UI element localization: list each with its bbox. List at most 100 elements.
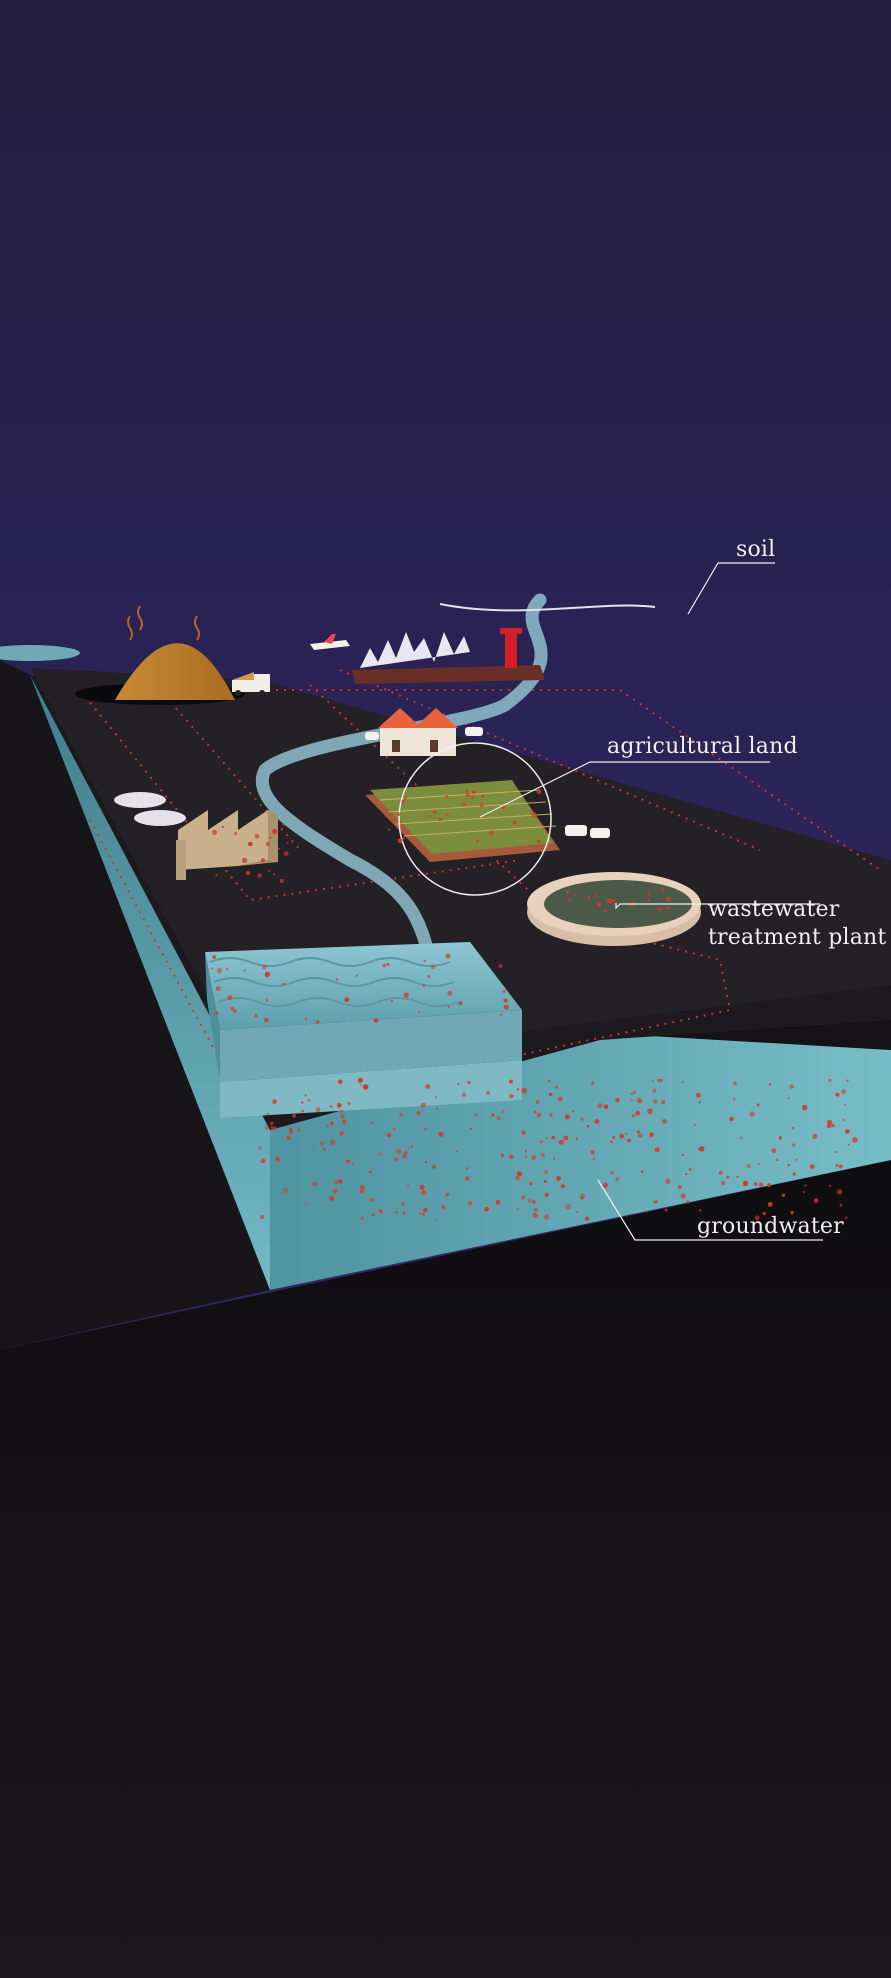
pollutant-particle [373, 1018, 379, 1023]
pollutant-particle [488, 830, 494, 836]
pollutant-particle [333, 1179, 339, 1185]
pollutant-particle [729, 1116, 734, 1122]
pollutant-particle [435, 1218, 438, 1221]
pollutant-particle [484, 1206, 490, 1212]
pollutant-particle [347, 1101, 351, 1105]
pollutant-particle [539, 1140, 544, 1144]
pollutant-particle [424, 1127, 428, 1131]
pollutant-particle [804, 1184, 807, 1187]
pollutant-particle [827, 1119, 833, 1126]
pollutant-particle [461, 1092, 467, 1097]
pollutant-particle [260, 1158, 266, 1164]
pollutant-particle [371, 1213, 375, 1217]
contrail [439, 603, 656, 612]
pollutant-particle [427, 974, 431, 979]
pollutant-particle [346, 1159, 350, 1164]
pollutant-particle [421, 1212, 425, 1217]
label-soil: soil [736, 537, 776, 562]
pollutant-particle [360, 1216, 365, 1220]
pollutant-particle [304, 1017, 308, 1021]
pollutant-particle [277, 847, 280, 850]
pollutant-particle [502, 989, 506, 993]
pollutant-particle [422, 984, 426, 988]
pollutant-particle [640, 1170, 644, 1173]
pollutant-particle [467, 1081, 471, 1085]
pollutant-particle [322, 1147, 327, 1152]
pollutant-particle [406, 1184, 410, 1187]
pollutant-particle [481, 794, 484, 798]
pollutant-particle [586, 1125, 590, 1128]
pollutant-particle [556, 1176, 561, 1181]
pollutant-particle [571, 1110, 575, 1113]
pollutant-particle [329, 1195, 335, 1201]
pollutant-particle [267, 869, 271, 873]
pollutant-particle [604, 908, 608, 913]
pollutant-particle [393, 1157, 399, 1162]
pollutant-particle [498, 963, 503, 968]
pollutant-particle [272, 1126, 277, 1131]
pollutant-particle [301, 1101, 304, 1104]
pollutant-particle [215, 874, 218, 877]
pollutant-particle [233, 1009, 237, 1013]
pollutant-particle [846, 1079, 849, 1082]
pollutant-particles [211, 789, 858, 1221]
pollutant-particle [631, 1113, 636, 1118]
pollutant-particle [563, 1135, 569, 1141]
pollutant-particle [602, 1182, 608, 1188]
pollutant-particle [534, 1110, 537, 1114]
pollutant-particle [615, 1177, 620, 1182]
pollutant-particle [390, 1000, 394, 1003]
pollutant-particle [771, 1148, 777, 1154]
label-agricultural-land: agricultural land [607, 734, 798, 759]
pollutant-particle [312, 1181, 317, 1187]
pollutant-particle [471, 790, 476, 794]
pollutant-particle [532, 1212, 538, 1218]
pollutant-particle [721, 1180, 726, 1186]
pollutant-particle [564, 1114, 570, 1120]
pollutant-particle [544, 1214, 550, 1220]
pollutant-particle [587, 896, 591, 900]
pollutant-particle [781, 1193, 786, 1198]
pollutant-particle [503, 1004, 509, 1010]
pollutant-particle [549, 1113, 553, 1117]
pollutant-particle [746, 1164, 751, 1168]
pollutant-particle [262, 964, 267, 970]
pollutant-particle [491, 1113, 495, 1117]
pollutant-particle [407, 1146, 410, 1149]
pollutant-particle [467, 1200, 473, 1206]
pollutant-particle [516, 1088, 520, 1091]
pollutant-particle [647, 892, 651, 896]
pollutant-particle [332, 1188, 338, 1194]
pollutant-particle [789, 1084, 794, 1089]
pollutant-particle [423, 1208, 428, 1213]
pollutant-particle [330, 1121, 334, 1126]
pollutant-particle [791, 1126, 795, 1130]
pollutant-particle [575, 1210, 579, 1214]
cows [365, 727, 610, 838]
pollutant-particle [843, 1103, 846, 1107]
pollutant-particle [423, 959, 426, 962]
pollutant-particle [370, 1197, 374, 1202]
pollutant-particle [474, 1113, 478, 1117]
pollutant-particle [248, 841, 253, 847]
label-leader-lines [479, 562, 823, 1241]
agri-leader [479, 761, 770, 818]
pollutant-particle [388, 828, 391, 831]
pollutant-particle [828, 1184, 832, 1188]
pollutant-particle [500, 1153, 504, 1158]
pollutant-particle [767, 1201, 773, 1207]
pollutant-particle [543, 1180, 547, 1183]
pollutant-particle [649, 1132, 654, 1138]
pollutant-particle [215, 986, 221, 992]
pollutant-particle [260, 1214, 265, 1220]
pollutant-particle [718, 1171, 723, 1175]
pollutant-particle [574, 893, 577, 896]
pollutant-particle [395, 1148, 402, 1155]
pollutant-particle [340, 1114, 345, 1119]
pollutant-particle [447, 1005, 450, 1008]
pollutant-particle [254, 833, 260, 839]
pollutant-particle [536, 1112, 542, 1118]
pollutant-particle [688, 1168, 692, 1171]
pollutant-particle [836, 1189, 843, 1195]
pollutant-particle [221, 825, 224, 829]
